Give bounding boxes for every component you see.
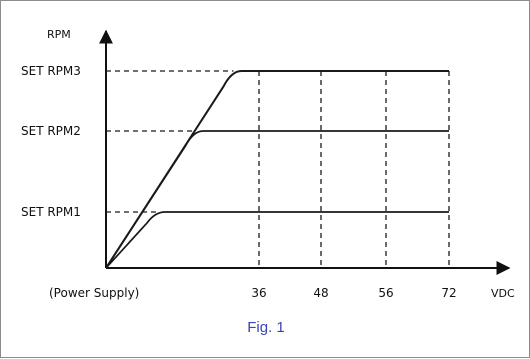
- series-line-1: [105, 211, 449, 269]
- x-tick-label-36: 36: [251, 286, 266, 300]
- figure-caption: Fig. 1: [247, 319, 285, 336]
- y-level-label-1: SET RPM1: [21, 205, 81, 219]
- x-origin-label: (Power Supply): [49, 286, 139, 300]
- y-level-labels: SET RPM1 SET RPM2 SET RPM3: [21, 64, 81, 219]
- y-level-label-3: SET RPM3: [21, 64, 81, 78]
- series-line-3: [105, 70, 449, 269]
- x-tick-label-56: 56: [378, 286, 393, 300]
- series-lines: [105, 70, 449, 269]
- x-tick-label-48: 48: [313, 286, 328, 300]
- y-axis-label: RPM: [47, 28, 71, 41]
- x-tick-label-72: 72: [441, 286, 456, 300]
- series-line-2: [105, 130, 449, 269]
- x-tick-labels: 36 48 56 72: [251, 286, 456, 300]
- dashed-guides: [106, 70, 450, 268]
- x-axis-label: VDC: [491, 287, 515, 300]
- y-level-label-2: SET RPM2: [21, 124, 81, 138]
